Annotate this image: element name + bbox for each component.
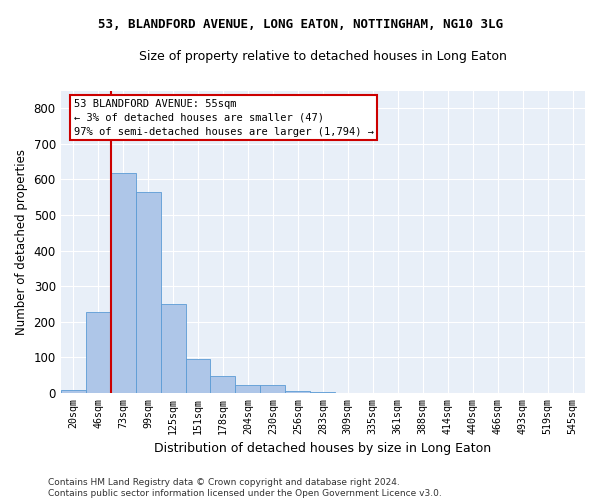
Title: Size of property relative to detached houses in Long Eaton: Size of property relative to detached ho…	[139, 50, 507, 63]
Bar	[110, 172, 136, 393]
Bar	[136, 192, 161, 393]
Bar	[185, 358, 211, 393]
Bar	[86, 312, 110, 393]
Text: 53 BLANDFORD AVENUE: 55sqm
← 3% of detached houses are smaller (47)
97% of semi-: 53 BLANDFORD AVENUE: 55sqm ← 3% of detac…	[74, 99, 374, 137]
Bar	[310, 392, 335, 393]
Text: Contains HM Land Registry data © Crown copyright and database right 2024.
Contai: Contains HM Land Registry data © Crown c…	[48, 478, 442, 498]
Bar	[286, 391, 310, 393]
X-axis label: Distribution of detached houses by size in Long Eaton: Distribution of detached houses by size …	[154, 442, 491, 455]
Bar	[260, 385, 286, 393]
Bar	[235, 385, 260, 393]
Bar	[161, 304, 185, 393]
Y-axis label: Number of detached properties: Number of detached properties	[15, 148, 28, 334]
Bar	[211, 376, 235, 393]
Bar	[61, 390, 86, 393]
Text: 53, BLANDFORD AVENUE, LONG EATON, NOTTINGHAM, NG10 3LG: 53, BLANDFORD AVENUE, LONG EATON, NOTTIN…	[97, 18, 503, 30]
